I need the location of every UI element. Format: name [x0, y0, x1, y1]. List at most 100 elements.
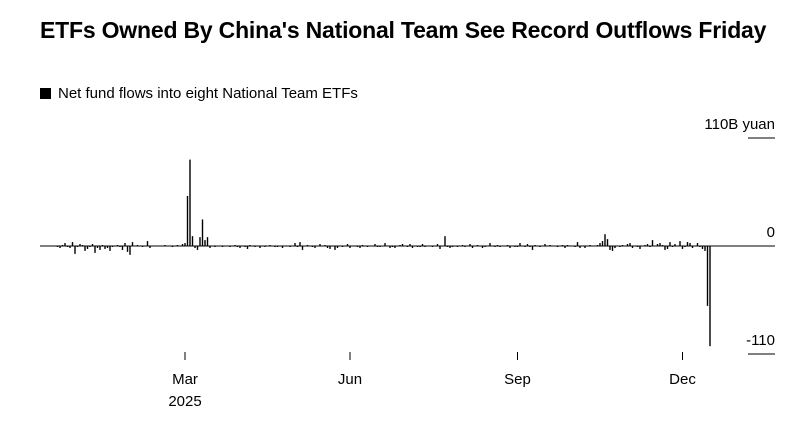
bar — [379, 246, 381, 247]
bar — [146, 241, 149, 246]
bar — [571, 246, 574, 247]
bar — [416, 246, 419, 247]
bar — [439, 246, 441, 249]
bar — [281, 246, 284, 248]
bar — [106, 246, 109, 248]
bar — [476, 245, 479, 246]
bar — [261, 246, 264, 247]
bar — [646, 244, 649, 246]
bar — [314, 246, 316, 248]
bar — [64, 243, 66, 246]
bar — [386, 246, 389, 247]
bar — [579, 246, 581, 248]
bar — [566, 245, 569, 246]
bar — [444, 236, 446, 246]
bar — [656, 244, 659, 246]
bar — [641, 246, 644, 247]
bar — [409, 244, 411, 246]
bar — [274, 246, 276, 247]
bar — [251, 246, 254, 247]
bar — [586, 246, 589, 247]
bar — [254, 246, 256, 247]
bar — [141, 246, 144, 247]
bar — [681, 246, 684, 249]
bar — [291, 246, 294, 247]
bar — [536, 246, 539, 247]
bar — [366, 246, 369, 247]
bar — [506, 245, 509, 246]
bar — [691, 246, 694, 248]
bar — [424, 246, 426, 247]
bar — [654, 246, 656, 247]
bar — [186, 195, 189, 246]
bar — [296, 246, 299, 247]
bar — [219, 246, 221, 247]
bar — [121, 246, 124, 250]
bar — [86, 246, 89, 249]
bar — [606, 239, 609, 246]
bar — [359, 246, 361, 248]
bar — [259, 246, 261, 248]
bar — [504, 246, 506, 247]
bar — [596, 245, 599, 246]
bar — [286, 246, 289, 247]
bar — [361, 245, 364, 246]
x-tick-label: Mar — [172, 371, 198, 388]
bar — [126, 246, 129, 252]
bar — [374, 244, 376, 246]
bar — [136, 245, 139, 246]
bar — [381, 246, 384, 247]
bar — [626, 244, 629, 246]
bar — [331, 246, 334, 247]
bar — [454, 246, 456, 247]
bar — [481, 246, 484, 248]
bar — [194, 246, 196, 248]
bar — [161, 246, 164, 247]
bar — [466, 246, 469, 247]
bar — [71, 242, 74, 246]
bar — [539, 246, 541, 247]
bar — [501, 246, 504, 247]
bar — [294, 243, 296, 246]
bar — [94, 246, 96, 253]
bar — [511, 246, 514, 247]
bar — [301, 246, 304, 250]
bar — [179, 246, 181, 247]
bar — [479, 246, 481, 247]
bar — [211, 246, 214, 247]
bar — [689, 243, 691, 246]
bar — [344, 246, 346, 247]
bar — [581, 246, 584, 247]
bar — [164, 245, 166, 246]
bar — [306, 245, 309, 246]
bar — [661, 245, 664, 246]
bar — [524, 246, 526, 247]
bar — [284, 246, 286, 247]
bar — [196, 246, 199, 250]
bar — [224, 246, 226, 247]
bar — [289, 246, 291, 247]
bar — [404, 246, 406, 247]
bar — [406, 246, 409, 247]
bar — [156, 246, 159, 247]
bar — [431, 246, 434, 247]
bar — [694, 246, 696, 247]
bar — [564, 246, 566, 248]
bar — [216, 246, 219, 247]
bar — [56, 246, 59, 247]
y-tick-label: -110 — [746, 332, 775, 349]
bar — [621, 245, 624, 246]
bar — [264, 246, 266, 247]
bar — [531, 246, 534, 250]
bar — [706, 246, 709, 306]
bar — [111, 246, 114, 247]
bar — [154, 246, 156, 247]
bar — [336, 246, 339, 248]
bar — [549, 245, 551, 246]
bar — [446, 246, 449, 247]
bar — [594, 246, 596, 247]
bar — [686, 242, 689, 246]
bar — [484, 246, 486, 247]
bar — [309, 246, 311, 247]
